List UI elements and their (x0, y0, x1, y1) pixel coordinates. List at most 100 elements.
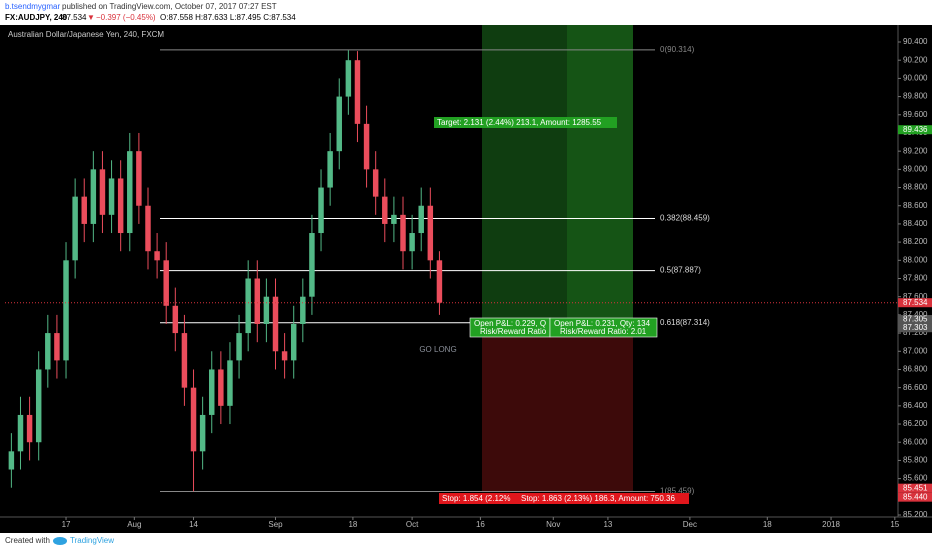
pnl-label: Risk/Reward Ratio (480, 327, 547, 336)
price-tag-label: 87.534 (903, 298, 928, 307)
candle-body (218, 369, 224, 406)
y-tick-label: 88.800 (903, 183, 928, 192)
fib-label: 1(85.459) (660, 487, 695, 496)
x-tick-label: 15 (890, 520, 899, 529)
candle-body (8, 451, 15, 470)
y-tick-label: 88.200 (903, 237, 928, 246)
y-tick-label: 89.600 (903, 110, 928, 119)
candle-body (72, 196, 78, 261)
candle-body (418, 205, 424, 234)
price-tag (898, 323, 932, 333)
price-tag-label: 87.303 (903, 323, 928, 332)
candle-body (290, 323, 297, 361)
candle-body (127, 151, 133, 234)
y-tick-label: 89.000 (903, 164, 928, 173)
pnl-label: Open P&L: 0.231, Qty: 134 (554, 319, 651, 328)
author[interactable]: b.tsendmygmar (5, 2, 60, 11)
y-tick-label: 85.800 (903, 456, 928, 465)
candle-body (372, 169, 379, 197)
candle-body (236, 333, 242, 361)
candle-body (254, 278, 261, 324)
candle-body (35, 369, 42, 443)
candle-body (81, 196, 87, 224)
candle-body (391, 214, 397, 224)
price-tag-label: 85.440 (903, 492, 928, 501)
candle-body (117, 178, 124, 234)
x-tick-label: Nov (546, 520, 560, 529)
candle-body (281, 351, 288, 361)
candle-body (309, 233, 315, 297)
price-tag (898, 315, 932, 325)
candle-body (172, 305, 179, 334)
last-price: 87.534 (62, 13, 87, 22)
brand[interactable]: TradingView (70, 536, 114, 545)
candle-body (136, 151, 142, 206)
arrow: ▼ (87, 13, 95, 22)
fib-label: 0.382(88.459) (660, 214, 710, 223)
candle-body (327, 151, 333, 188)
x-tick-label: Sep (268, 520, 283, 529)
candle-body (199, 414, 206, 452)
published: published on TradingView.com, October 07… (62, 2, 277, 11)
x-tick-label: Aug (127, 520, 141, 529)
candle-body (354, 60, 361, 124)
y-tick-label: 88.000 (903, 255, 928, 264)
candle-body (272, 296, 279, 352)
y-tick-label: 89.800 (903, 92, 928, 101)
price-tag-label: 87.305 (903, 315, 928, 324)
y-tick-label: 90.400 (903, 37, 928, 46)
candle-body (427, 205, 434, 261)
candle-body (363, 123, 370, 170)
brand-logo (53, 537, 67, 545)
chart-title: Australian Dollar/Japanese Yen, 240, FXC… (8, 30, 164, 39)
price-tag (898, 483, 932, 493)
candle-body (436, 260, 443, 303)
fib-label: 0.5(87.887) (660, 266, 701, 275)
target-box (434, 117, 617, 128)
y-tick-label: 87.000 (903, 346, 928, 355)
candle-body (45, 333, 51, 370)
candle-body (54, 333, 60, 361)
candle-body (400, 214, 406, 252)
fib-label: 0(90.314) (660, 45, 695, 54)
pnl-label: Open P&L: 0.229, Q (474, 319, 546, 328)
stop-zone (482, 323, 633, 493)
pnl-label: Risk/Reward Ratio: 2.01 (560, 327, 647, 336)
candle-body (318, 187, 324, 234)
candle-body (163, 260, 169, 306)
candle-body (108, 178, 115, 215)
candle-body (145, 205, 151, 252)
stop-box (439, 493, 689, 504)
go-long: GO LONG (419, 345, 456, 354)
y-tick-label: 85.200 (903, 510, 928, 519)
price-tag-label: 89.436 (903, 125, 928, 134)
x-tick-label: 14 (189, 520, 198, 529)
fib-label: 0.618(87.314) (660, 318, 710, 327)
y-tick-label: 86.000 (903, 437, 928, 446)
symbol: FX:AUDJPY, 240 (5, 13, 68, 22)
y-tick-label: 88.400 (903, 219, 928, 228)
x-tick-label: 2018 (822, 520, 840, 529)
x-tick-label: Oct (406, 520, 419, 529)
created-with: Created with (5, 536, 50, 545)
stop-label: Stop: 1.863 (2.13%) 186.3, Amount: 750.3… (521, 494, 675, 503)
price-tag (898, 125, 932, 135)
x-tick-label: 17 (62, 520, 71, 529)
y-tick-label: 87.600 (903, 292, 928, 301)
y-tick-label: 86.400 (903, 401, 928, 410)
x-tick-label: 18 (348, 520, 357, 529)
candle-body (227, 360, 233, 406)
candle-body (17, 414, 24, 452)
target-label: Target: 2.131 (2.44%) 213.1, Amount: 128… (437, 118, 602, 127)
candle-body (26, 414, 33, 443)
candle-body (154, 251, 160, 261)
candle-body (99, 169, 106, 215)
y-tick-label: 87.800 (903, 274, 928, 283)
x-tick-label: 13 (603, 520, 612, 529)
candle-body (409, 233, 415, 252)
candle-body (336, 96, 342, 152)
pnl-box (549, 317, 658, 338)
stop-label: Stop: 1.854 (2.12% (442, 494, 511, 503)
candle-body (190, 387, 197, 452)
y-tick-label: 86.800 (903, 365, 928, 374)
